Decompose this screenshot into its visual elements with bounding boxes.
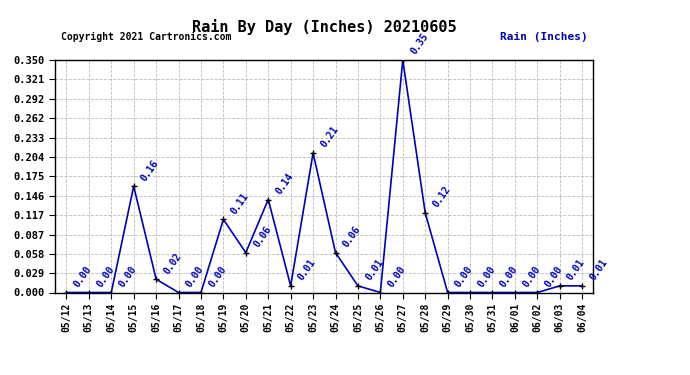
Text: 0.01: 0.01 bbox=[565, 257, 587, 282]
Text: 0.35: 0.35 bbox=[408, 32, 430, 57]
Text: 0.00: 0.00 bbox=[386, 264, 408, 289]
Text: 0.12: 0.12 bbox=[431, 184, 453, 209]
Text: Rain By Day (Inches) 20210605: Rain By Day (Inches) 20210605 bbox=[192, 19, 457, 35]
Text: 0.00: 0.00 bbox=[206, 264, 228, 289]
Text: Rain (Inches): Rain (Inches) bbox=[500, 32, 588, 42]
Text: 0.00: 0.00 bbox=[184, 264, 206, 289]
Text: 0.14: 0.14 bbox=[274, 171, 295, 196]
Text: 0.00: 0.00 bbox=[543, 264, 564, 289]
Text: 0.06: 0.06 bbox=[341, 224, 363, 249]
Text: 0.06: 0.06 bbox=[251, 224, 273, 249]
Text: 0.00: 0.00 bbox=[498, 264, 520, 289]
Text: 0.16: 0.16 bbox=[139, 158, 161, 183]
Text: 0.01: 0.01 bbox=[364, 257, 385, 282]
Text: 0.00: 0.00 bbox=[117, 264, 139, 289]
Text: 0.02: 0.02 bbox=[161, 251, 184, 276]
Text: 0.11: 0.11 bbox=[229, 191, 250, 216]
Text: 0.00: 0.00 bbox=[453, 264, 475, 289]
Text: 0.01: 0.01 bbox=[588, 257, 609, 282]
Text: 0.21: 0.21 bbox=[319, 124, 340, 150]
Text: 0.00: 0.00 bbox=[95, 264, 116, 289]
Text: 0.00: 0.00 bbox=[475, 264, 497, 289]
Text: Copyright 2021 Cartronics.com: Copyright 2021 Cartronics.com bbox=[61, 32, 231, 42]
Text: 0.00: 0.00 bbox=[520, 264, 542, 289]
Text: 0.00: 0.00 bbox=[72, 264, 94, 289]
Text: 0.01: 0.01 bbox=[296, 257, 318, 282]
